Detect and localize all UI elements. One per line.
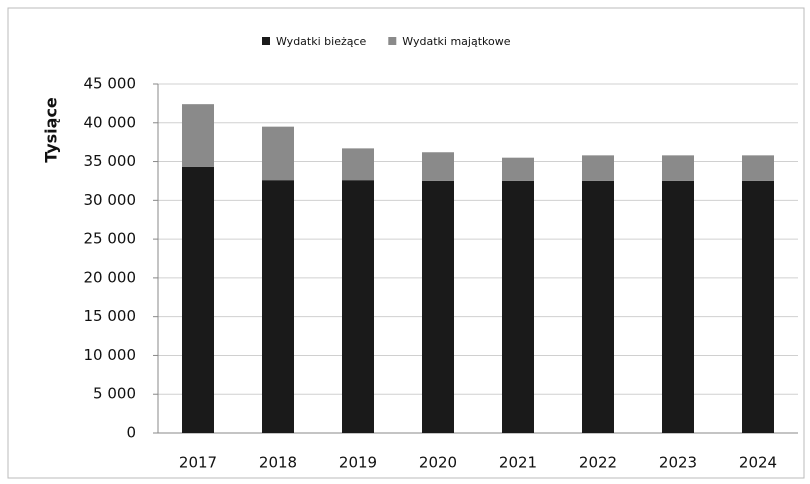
bar-segment <box>582 180 614 433</box>
bar-segment <box>422 152 454 181</box>
y-tick-label: 20 000 <box>84 268 137 286</box>
y-tick-label: 25 000 <box>84 230 137 248</box>
bar-segment <box>422 180 454 433</box>
x-tick-label: 2019 <box>339 454 377 472</box>
x-tick-label: 2018 <box>259 454 297 472</box>
bar-segment <box>262 126 294 181</box>
y-axis-label: Tysiące <box>42 97 61 163</box>
x-tick-label: 2020 <box>419 454 457 472</box>
x-tick-label: 2024 <box>739 454 777 472</box>
y-tick-label: 10 000 <box>84 346 137 364</box>
legend-label: Wydatki majątkowe <box>402 35 510 48</box>
bar-segment <box>502 180 534 433</box>
x-tick-label: 2017 <box>179 454 217 472</box>
x-tick-label: 2022 <box>579 454 617 472</box>
y-tick-label: 40 000 <box>84 113 137 131</box>
bar-segment <box>262 180 294 433</box>
y-tick-label: 35 000 <box>84 152 137 170</box>
bar-segment <box>742 155 774 181</box>
bar-segment <box>182 166 214 434</box>
y-tick-label: 0 <box>126 424 136 442</box>
y-tick-label: 45 000 <box>84 75 137 93</box>
y-tick-label: 30 000 <box>84 191 137 209</box>
bar-segment <box>182 104 214 167</box>
legend-swatch <box>388 37 397 45</box>
legend-swatch <box>262 37 270 45</box>
bar-segment <box>662 180 694 433</box>
bar-segment <box>342 180 374 433</box>
bar-segment <box>742 180 774 433</box>
bar-segment <box>582 155 614 181</box>
bar-segment <box>662 155 694 181</box>
bar-segment <box>342 148 374 181</box>
legend: Wydatki bieżące Wydatki majątkowe <box>262 35 511 48</box>
y-tick-label: 5 000 <box>93 385 136 403</box>
legend-label: Wydatki bieżące <box>276 35 367 48</box>
bar-segment <box>502 157 534 181</box>
y-tick-label: 15 000 <box>84 307 137 325</box>
x-tick-label: 2021 <box>499 454 537 472</box>
x-tick-label: 2023 <box>659 454 697 472</box>
